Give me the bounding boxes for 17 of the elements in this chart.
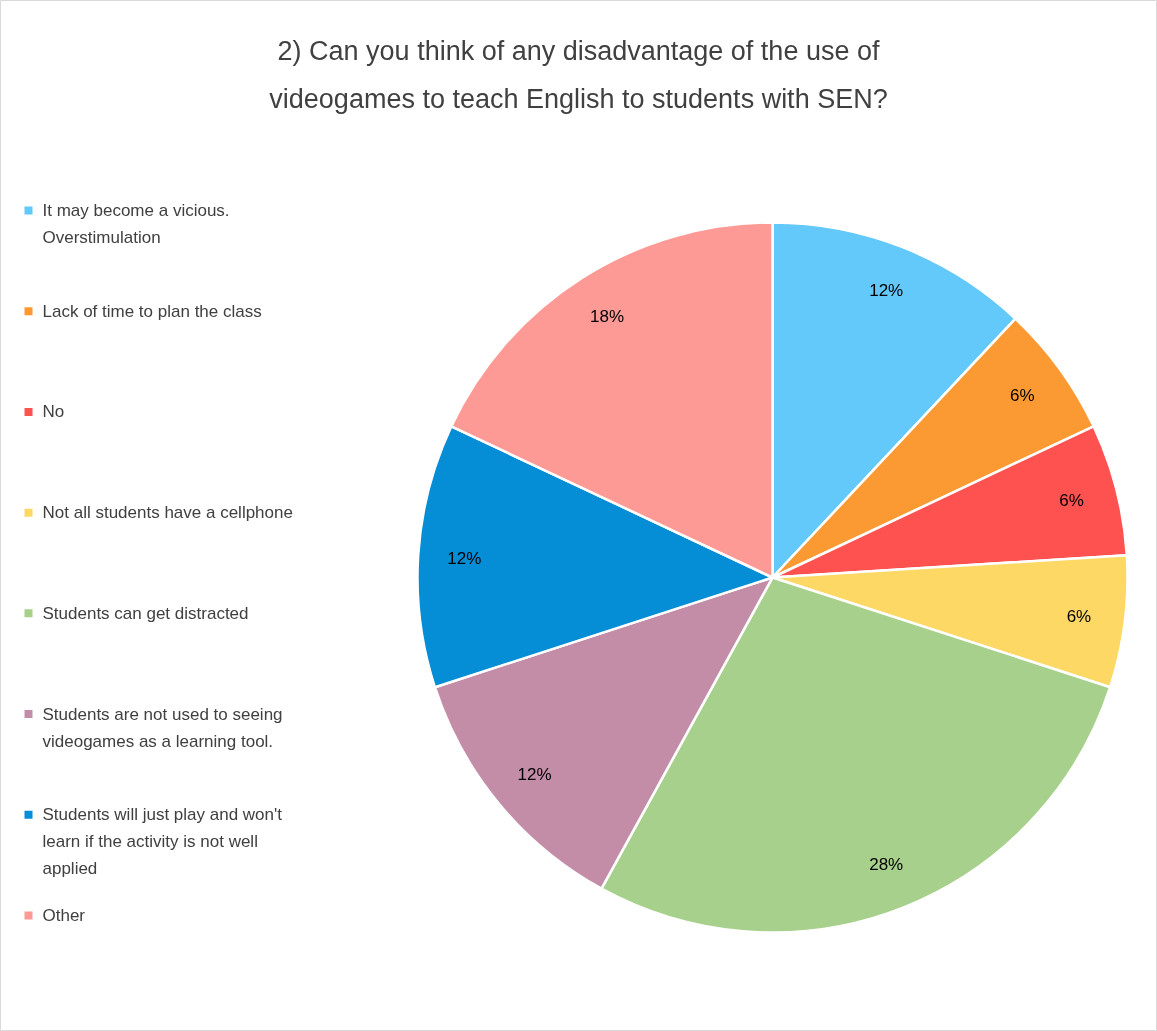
data-label: 28% (869, 855, 904, 875)
legend-label: Not all students have a cellphone (42, 503, 293, 523)
data-label: 6% (1066, 606, 1092, 626)
legend-label: Students can get distracted (42, 603, 249, 623)
legend-label: Students are not used to seeing videogames as a learning tool. (42, 704, 283, 751)
chart-title: 2) Can you think of any disadvantage of the use of videogames to teach English to students with SEN? (269, 35, 888, 114)
data-label: 12% (517, 764, 552, 784)
legend-label: Lack of time to plan the class (42, 301, 262, 321)
data-label: 6% (1059, 491, 1084, 511)
legend-label: Other (42, 906, 86, 925)
data-label: 12% (869, 280, 904, 300)
legend-label: Students will just play and won't learn if the activity is not well applied (42, 805, 283, 879)
data-label: 12% (447, 548, 482, 568)
legend-label: No (42, 402, 65, 422)
data-label: 18% (590, 307, 625, 327)
legend-label: It may become a vicious. Overstimulation (42, 201, 230, 247)
data-label: 6% (1010, 386, 1035, 406)
